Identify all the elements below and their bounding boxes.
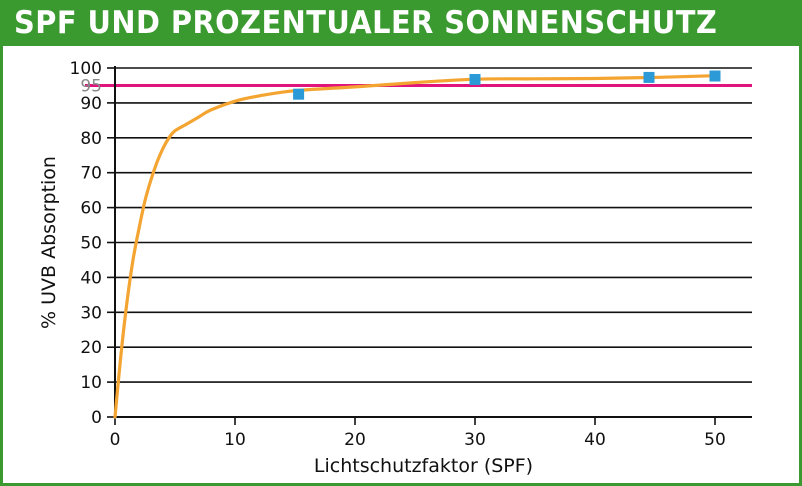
y-tick-label-30: 30 [80, 303, 102, 323]
data-marker-2 [643, 71, 655, 83]
y-tick-label-100: 100 [70, 59, 102, 79]
y-tick-label-50: 50 [80, 234, 102, 254]
x-tick-label-50: 50 [704, 430, 726, 450]
y-axis-title: % UVB Absorption [38, 156, 60, 329]
y-tick-label-60: 60 [80, 199, 102, 219]
x-tick-label-20: 20 [344, 430, 366, 450]
y-tick-label-80: 80 [80, 129, 102, 149]
x-tick-label-40: 40 [584, 430, 606, 450]
title-bar: SPF UND PROZENTUALER SONNENSCHUTZ [0, 0, 802, 46]
x-tick-label-30: 30 [464, 430, 486, 450]
reference-line-label: 95 [80, 76, 102, 96]
y-tick-label-70: 70 [80, 164, 102, 184]
y-tick-label-10: 10 [80, 373, 102, 393]
y-tick-label-0: 0 [91, 408, 102, 428]
data-marker-0 [293, 88, 305, 100]
data-marker-1 [469, 74, 481, 86]
x-tick-label-10: 10 [224, 430, 246, 450]
x-tick-label-0: 0 [110, 430, 121, 450]
uvb-absorption-curve [113, 74, 717, 419]
y-tick-label-90: 90 [80, 94, 102, 114]
y-tick-label-20: 20 [80, 338, 102, 358]
data-marker-3 [709, 70, 721, 82]
chart-title: SPF UND PROZENTUALER SONNENSCHUTZ [14, 5, 718, 41]
y-tick-label-40: 40 [80, 268, 102, 288]
x-axis-title: Lichtschutzfaktor (SPF) [314, 455, 533, 477]
